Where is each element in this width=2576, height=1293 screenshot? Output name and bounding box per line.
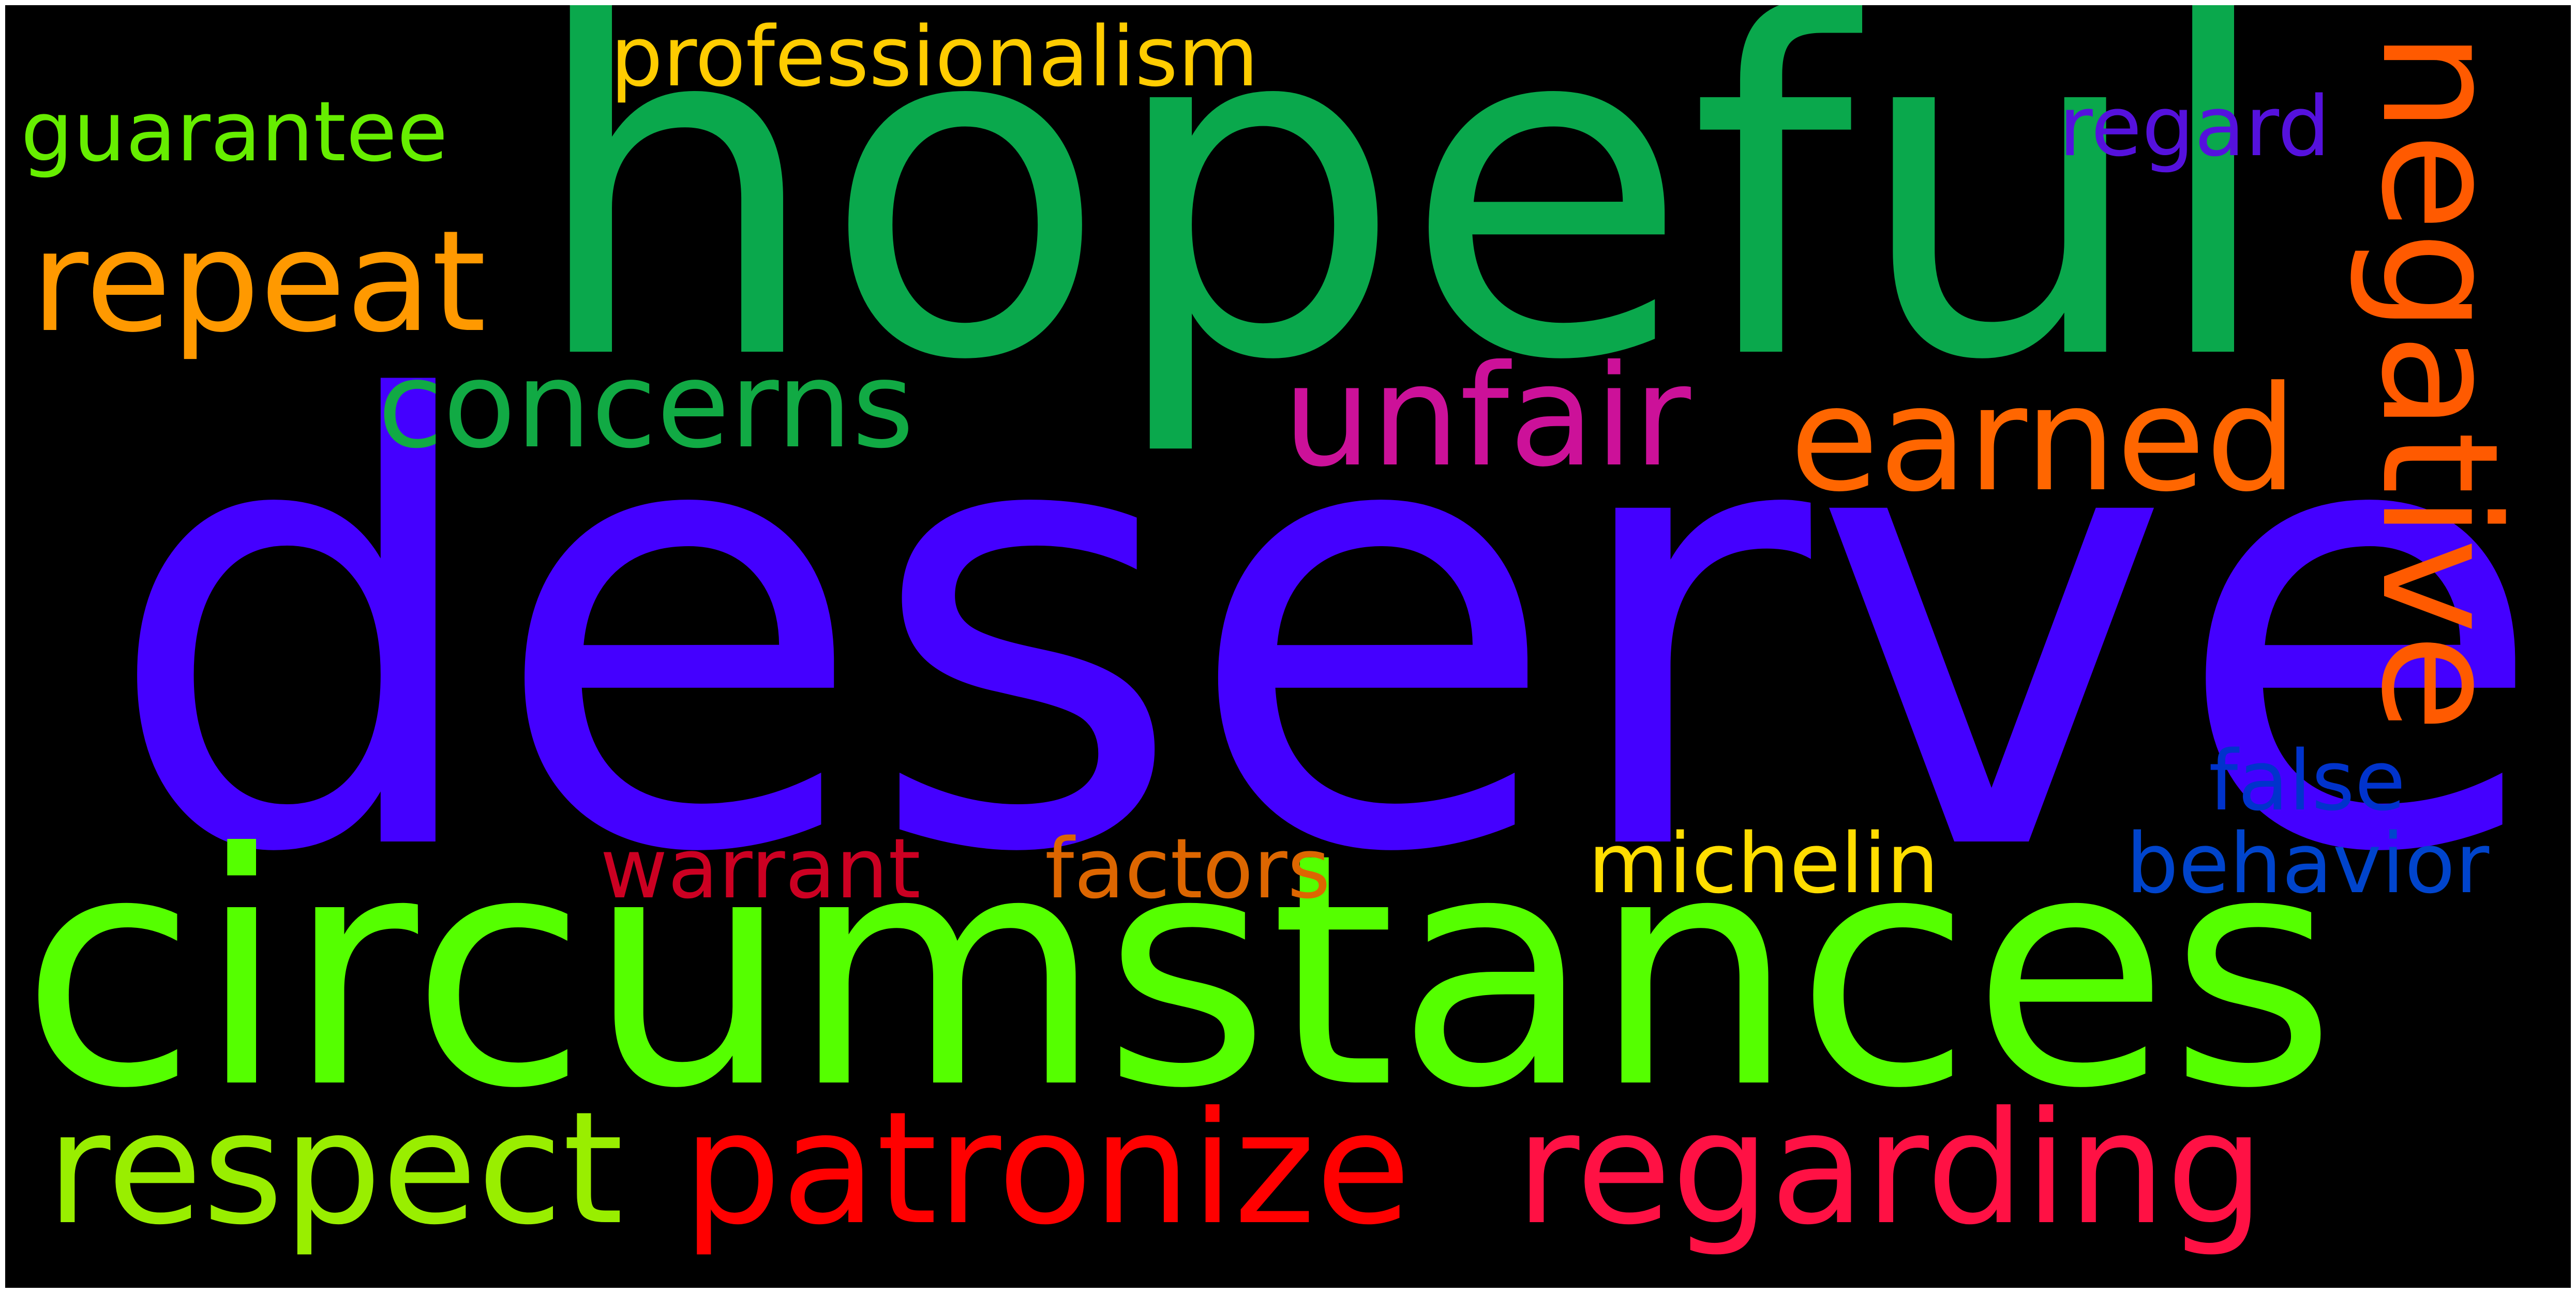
word-concerns: concerns <box>378 337 915 475</box>
word-regard: regard <box>2059 78 2330 175</box>
word-earned: earned <box>1790 355 2298 524</box>
word-behavior: behavior <box>2126 815 2490 912</box>
word-cloud: deserve hopeful circumstances negative p… <box>5 5 2571 1288</box>
word-patronize: patronize <box>683 1078 1411 1259</box>
word-factors: factors <box>1045 820 1331 917</box>
word-repeat: repeat <box>31 200 487 363</box>
word-negative: negative <box>2346 31 2533 732</box>
word-respect: respect <box>47 1078 624 1259</box>
word-regarding: regarding <box>1516 1078 2265 1259</box>
word-unfair: unfair <box>1283 335 1691 498</box>
word-michelin: michelin <box>1588 815 1939 912</box>
word-warrant: warrant <box>600 820 921 917</box>
word-false: false <box>2209 732 2406 829</box>
word-deserve: deserve <box>103 276 2548 986</box>
word-professionalism: professionalism <box>610 8 1259 105</box>
word-circumstances: circumstances <box>21 786 2337 1159</box>
word-hopeful: hopeful <box>528 5 2278 462</box>
word-guarantee: guarantee <box>21 83 448 180</box>
